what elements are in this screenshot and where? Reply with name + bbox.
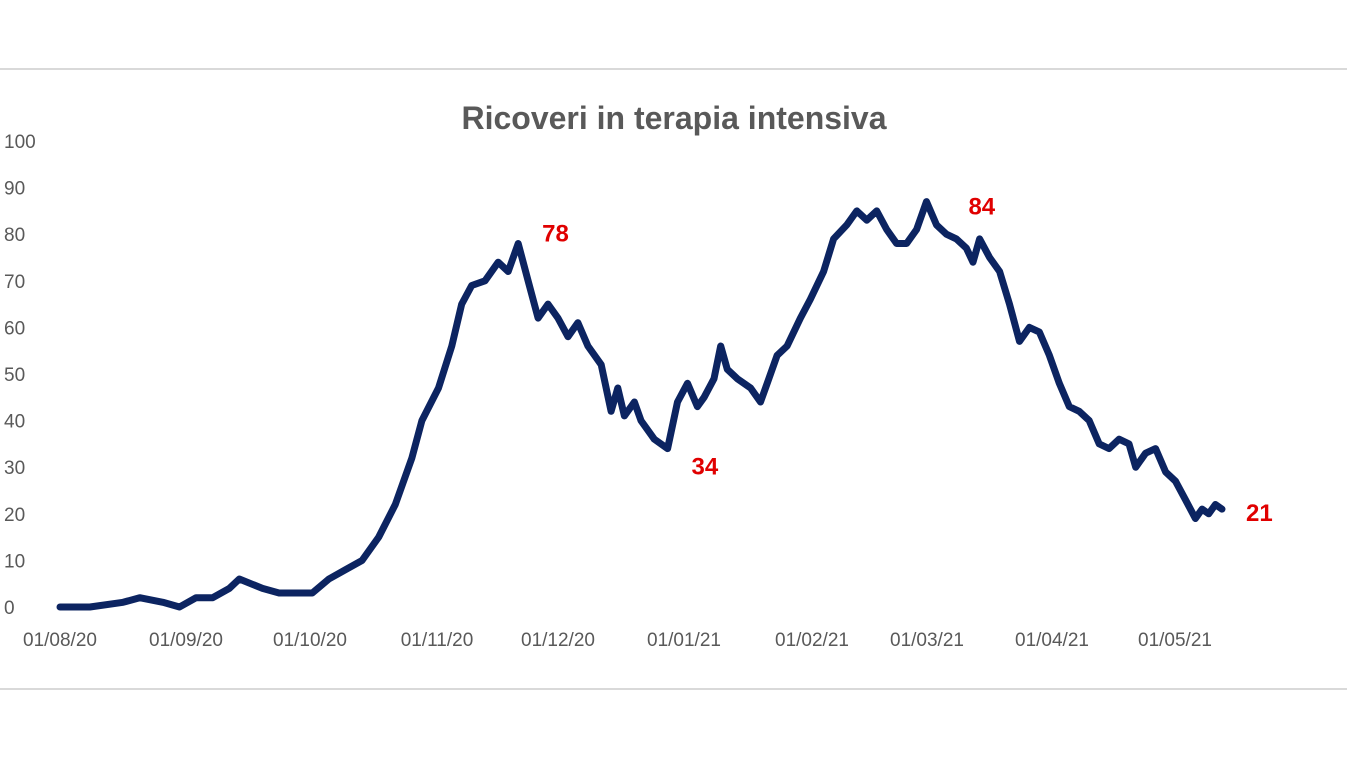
top-border-line: [0, 68, 1347, 70]
y-tick-label: 0: [4, 598, 15, 619]
x-tick-label: 01/01/21: [647, 630, 721, 651]
y-tick-label: 90: [4, 179, 25, 200]
bottom-border-line: [0, 688, 1347, 690]
data-label: 21: [1246, 500, 1273, 527]
y-axis-ticks: 0 10 20 30 40 50 60 70 80 90 100: [4, 132, 36, 619]
y-tick-label: 50: [4, 365, 25, 386]
y-tick-label: 10: [4, 551, 25, 572]
y-tick-label: 70: [4, 272, 25, 293]
x-tick-label: 01/12/20: [521, 630, 595, 651]
x-tick-label: 01/09/20: [149, 630, 223, 651]
chart-title: Ricoveri in terapia intensiva: [461, 100, 886, 136]
x-axis-ticks: 01/08/20 01/09/20 01/10/20 01/11/20 01/12/20…: [23, 630, 1212, 651]
x-tick-label: 01/04/21: [1015, 630, 1089, 651]
x-tick-label: 01/11/20: [401, 630, 474, 651]
x-tick-label: 01/10/20: [273, 630, 347, 651]
data-label: 78: [542, 221, 569, 248]
x-tick-label: 01/02/21: [775, 630, 849, 651]
y-tick-label: 20: [4, 505, 25, 526]
x-tick-label: 01/08/20: [23, 630, 97, 651]
y-tick-label: 40: [4, 412, 25, 433]
y-tick-label: 30: [4, 458, 25, 479]
y-tick-label: 100: [4, 132, 36, 153]
data-label: 34: [692, 454, 719, 481]
series-line: [56, 198, 1226, 611]
x-tick-label: 01/03/21: [890, 630, 964, 651]
data-label: 84: [968, 194, 995, 221]
y-tick-label: 80: [4, 225, 25, 246]
y-tick-label: 60: [4, 318, 25, 339]
x-tick-label: 01/05/21: [1138, 630, 1212, 651]
annotations: 78 34 84 21: [542, 194, 1273, 528]
